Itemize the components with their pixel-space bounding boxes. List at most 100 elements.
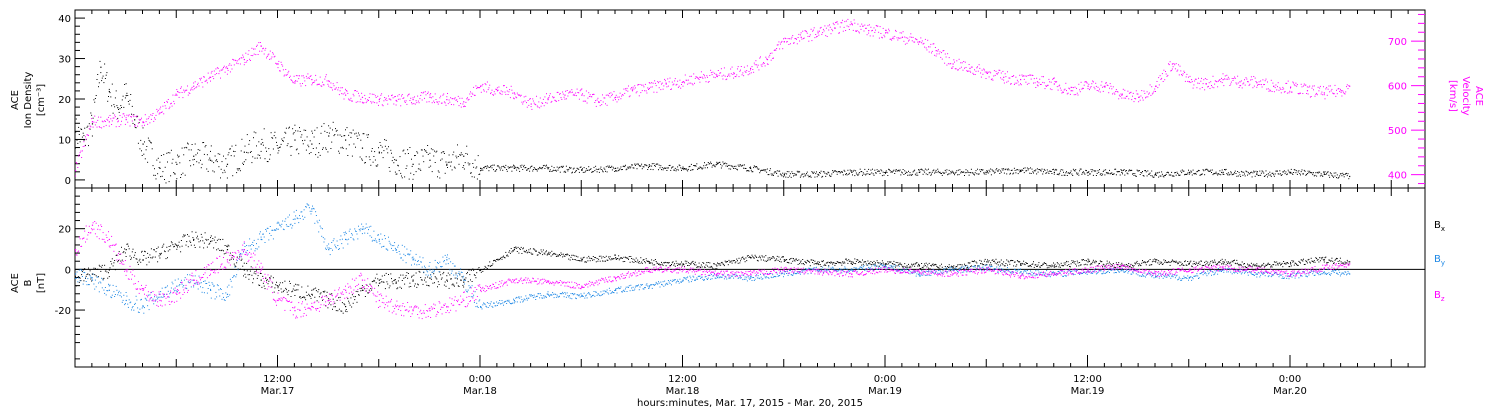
trace-dot (254, 157, 256, 159)
trace-dot (1034, 82, 1036, 84)
trace-dot (368, 289, 370, 291)
trace-dot (872, 29, 873, 31)
trace-dot (885, 29, 887, 31)
trace-dot (1010, 260, 1011, 262)
trace-dot (882, 27, 884, 29)
trace-dot (615, 254, 616, 256)
trace-dot (1336, 93, 1338, 95)
trace-dot (606, 171, 608, 173)
data-point (1256, 265, 1258, 267)
trace-dot (200, 77, 202, 79)
trace-dot (134, 125, 136, 127)
trace-dot (438, 101, 440, 103)
trace-dot (462, 284, 464, 286)
trace-dot (619, 258, 621, 260)
trace-dot (508, 251, 510, 253)
trace-dot (830, 33, 832, 35)
trace-dot (759, 255, 761, 257)
trace-dot (1138, 96, 1140, 98)
trace-dot (1018, 169, 1020, 171)
trace-dot (1036, 265, 1038, 267)
trace-dot (124, 123, 126, 125)
trace-dot (317, 291, 319, 293)
trace-dot (904, 170, 906, 172)
trace-dot (311, 84, 313, 86)
trace-dot (984, 258, 986, 260)
trace-dot (383, 150, 385, 152)
trace-dot (470, 172, 472, 174)
trace-dot (676, 168, 678, 170)
trace-dot (1020, 84, 1022, 86)
trace-dot (460, 106, 462, 108)
trace-dot (599, 168, 601, 170)
trace-dot (199, 246, 201, 248)
trace-dot (569, 91, 570, 93)
trace-dot (273, 291, 275, 293)
trace-dot (276, 141, 277, 143)
trace-dot (815, 34, 817, 35)
trace-dot (309, 76, 311, 77)
trace-dot (279, 146, 281, 148)
trace-dot (1055, 266, 1057, 268)
trace-dot (683, 263, 685, 265)
trace-dot (328, 132, 330, 134)
trace-dot (1184, 173, 1186, 175)
trace-dot (694, 261, 696, 263)
trace-dot (996, 73, 998, 75)
trace-dot (318, 296, 320, 298)
trace-dot (592, 94, 593, 96)
trace-dot (541, 251, 543, 253)
trace-dot (364, 162, 366, 164)
trace-dot (443, 284, 445, 286)
trace-dot (777, 259, 779, 261)
trace-dot (200, 167, 202, 169)
trace-dot (1322, 175, 1324, 177)
trace-dot (592, 256, 594, 257)
trace-dot (1054, 169, 1056, 171)
trace-dot (674, 80, 676, 82)
trace-dot (737, 169, 738, 171)
trace-dot (989, 264, 991, 266)
trace-dot (704, 266, 705, 268)
trace-dot (1310, 172, 1312, 174)
trace-dot (908, 170, 909, 172)
trace-dot (795, 258, 797, 260)
trace-dot (1281, 174, 1283, 176)
trace-dot (193, 244, 195, 246)
trace-dot (1137, 93, 1139, 95)
trace-dot (1076, 172, 1077, 174)
trace-dot (1070, 263, 1072, 265)
trace-dot (1273, 175, 1275, 177)
data-point (1323, 92, 1325, 94)
trace-dot (491, 167, 493, 169)
trace-dot (1234, 76, 1235, 78)
trace-dot (648, 260, 649, 262)
trace-dot (541, 102, 543, 104)
trace-dot (85, 138, 87, 140)
trace-dot (161, 111, 163, 113)
trace-dot (670, 89, 672, 90)
trace-dot (300, 297, 302, 299)
trace-dot (978, 64, 980, 66)
trace-dot (384, 99, 386, 101)
density-axis-title-line3: [cm⁻³] (36, 84, 47, 116)
trace-dot (944, 172, 946, 174)
trace-dot (760, 169, 762, 171)
trace-dot (1138, 170, 1140, 172)
trace-dot (394, 171, 396, 173)
trace-dot (1022, 75, 1024, 77)
trace-dot (114, 106, 116, 108)
trace-dot (1283, 91, 1285, 93)
trace-dot (485, 84, 487, 86)
trace-dot (343, 135, 345, 137)
trace-dot (101, 120, 103, 122)
trace-dot (766, 168, 768, 170)
data-point (91, 123, 94, 125)
trace-dot (305, 75, 307, 77)
trace-dot (280, 288, 282, 290)
trace-dot (875, 29, 876, 31)
trace-dot (734, 76, 736, 77)
trace-dot (665, 265, 667, 267)
trace-dot (763, 169, 764, 171)
trace-dot (617, 167, 619, 169)
